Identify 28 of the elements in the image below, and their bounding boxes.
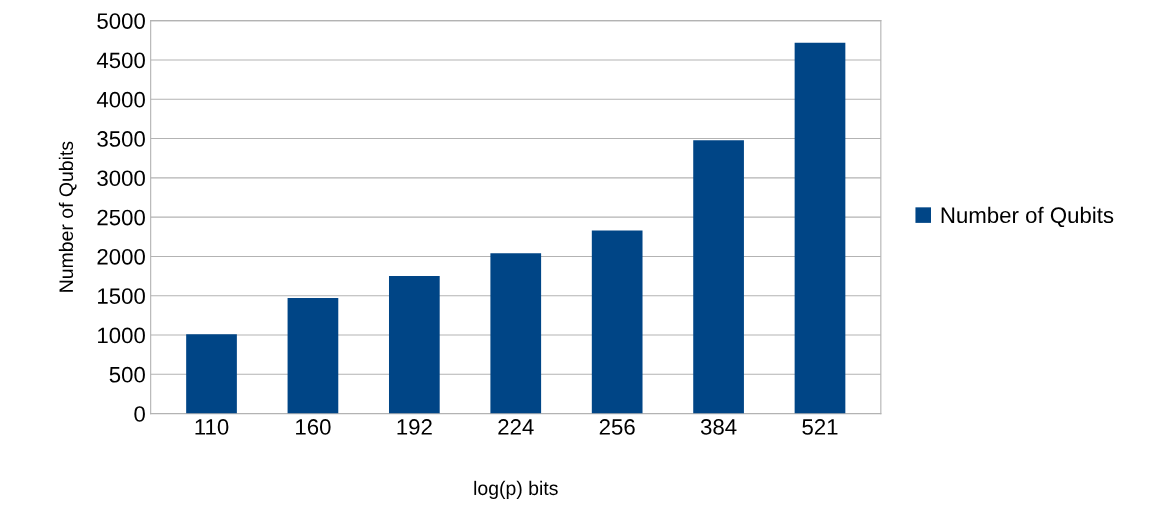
y-tick-label: 3500 xyxy=(97,131,145,147)
bar xyxy=(693,140,744,414)
y-tick-label: 2500 xyxy=(97,209,145,226)
y-tick-label: 5000 xyxy=(97,13,145,29)
x-tick-label: 384 xyxy=(700,419,737,435)
x-tick-label: 160 xyxy=(296,419,331,435)
y-tick-label: 1000 xyxy=(98,327,145,344)
x-axis-title: log(p) bits xyxy=(474,480,558,499)
bar xyxy=(287,298,339,414)
y-tick-label: 4500 xyxy=(96,52,145,69)
y-tick-label: 3000 xyxy=(97,170,145,187)
bar xyxy=(388,276,440,414)
y-tick-label: 500 xyxy=(109,366,145,383)
y-tick-label: 1500 xyxy=(98,288,145,304)
bar xyxy=(490,253,542,414)
y-tick-label: 0 xyxy=(134,406,145,422)
bar xyxy=(794,42,846,414)
bar xyxy=(591,230,643,414)
x-tick-label: 192 xyxy=(397,419,432,435)
legend-label: Number of Qubits xyxy=(941,206,1114,228)
y-tick-label: 4000 xyxy=(96,91,145,108)
y-tick-label: 2000 xyxy=(97,248,145,265)
x-tick-label: 224 xyxy=(498,419,534,435)
y-axis-title: Number of Qubits xyxy=(58,141,77,292)
x-tick-label: 110 xyxy=(195,419,229,435)
x-tick-label: 521 xyxy=(802,419,838,435)
bar xyxy=(186,334,237,414)
x-tick-label: 256 xyxy=(599,419,635,435)
